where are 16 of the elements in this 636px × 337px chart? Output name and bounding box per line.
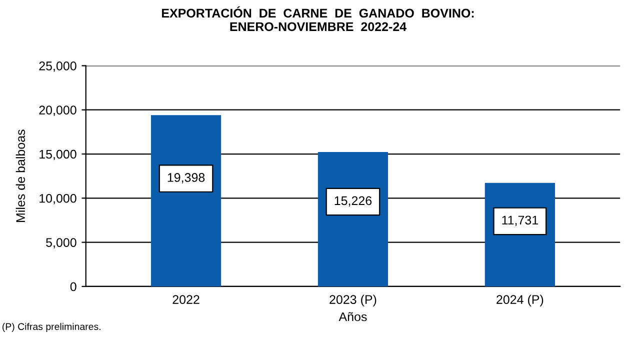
x-tick-label: 2023 (P) <box>330 294 376 306</box>
y-tick-label: 15,000 <box>40 150 76 160</box>
x-axis-title: Años <box>338 312 367 322</box>
text: (P) Cifras preliminares. <box>2 322 100 332</box>
y-tick-label: 20,000 <box>39 106 76 116</box>
x-tick-label: 2022 <box>172 295 200 304</box>
y-tick-label: 0 <box>70 282 76 292</box>
data-label: 19,398 <box>168 173 205 184</box>
y-tick-label: 10,000 <box>40 194 76 204</box>
data-label: 15,226 <box>334 196 372 207</box>
x-tick-label: 2024 (P) <box>496 294 544 306</box>
data-label: 11,731 <box>502 216 538 226</box>
y-tick-label: 5,000 <box>46 238 76 248</box>
chart-title: EXPORTACIÓN DE CARNE DE GANADO BOVINO: ENERO-NOVIEMBRE 2022-24 <box>162 6 474 32</box>
y-axis-title: Miles de balboas <box>16 130 26 222</box>
y-tick-label: 25,000 <box>39 62 76 72</box>
